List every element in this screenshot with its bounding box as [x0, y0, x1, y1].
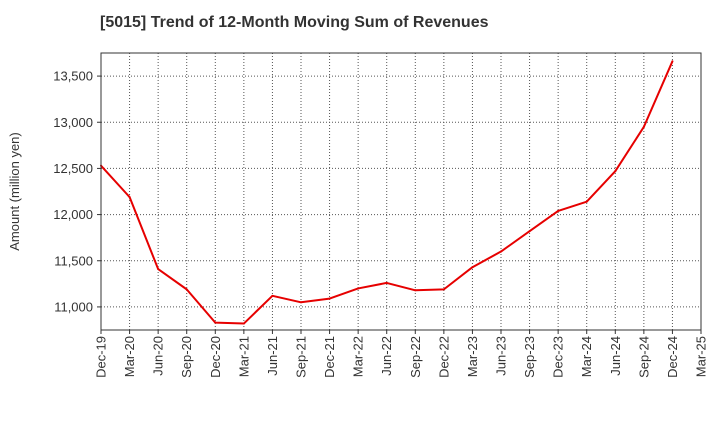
data-point [557, 209, 560, 212]
x-tick-label: Dec-20 [208, 336, 223, 378]
x-tick-label: Dec-24 [665, 336, 680, 378]
data-point [242, 322, 245, 325]
data-point [328, 297, 331, 300]
x-tick-label: Sep-23 [522, 336, 537, 378]
x-tick-label: Jun-23 [494, 336, 509, 376]
data-point [614, 170, 617, 173]
chart-title: [5015] Trend of 12-Month Moving Sum of R… [100, 14, 489, 31]
data-point [414, 289, 417, 292]
x-tick-label: Sep-21 [294, 336, 309, 378]
x-tick-label: Jun-22 [379, 336, 394, 376]
x-tick-label: Dec-22 [436, 336, 451, 378]
x-tick-label: Sep-24 [636, 336, 651, 378]
data-point [300, 301, 302, 304]
x-tick-label: Mar-22 [351, 336, 366, 377]
x-tick-label: Dec-21 [322, 336, 337, 378]
y-tick-label: 12,500 [53, 161, 93, 176]
x-axis-ticks: Dec-19 Mar-20 Jun-20 Sep-20 Dec-20 Mar-21 Jun-… [94, 330, 709, 378]
y-axis-ticks: 11,000 11,500 12,000 12,500 13,000 13,500 [53, 69, 101, 314]
data-point [157, 268, 160, 271]
data-point [671, 60, 674, 63]
x-tick-label: Mar-24 [579, 336, 594, 377]
data-point [214, 321, 217, 324]
x-tick-label: Sep-22 [408, 336, 423, 378]
y-tick-label: 13,500 [53, 69, 93, 84]
plot-area [101, 53, 701, 330]
x-tick-label: Jun-20 [151, 336, 166, 376]
x-tick-label: Mar-23 [465, 336, 480, 377]
y-axis-title: Amount (million yen) [7, 132, 22, 251]
data-point [128, 196, 131, 199]
data-point [585, 200, 588, 203]
y-tick-label: 13,000 [53, 115, 93, 130]
y-tick-label: 12,000 [53, 207, 93, 222]
data-point [185, 288, 188, 291]
x-tick-label: Mar-21 [236, 336, 251, 377]
data-point [528, 230, 531, 233]
data-point [271, 294, 274, 297]
x-tick-label: Sep-20 [179, 336, 194, 378]
data-point [500, 250, 502, 253]
x-tick-label: Mar-20 [122, 336, 137, 377]
data-point [385, 281, 388, 284]
x-tick-label: Jun-24 [608, 336, 623, 376]
plot-frame [100, 52, 702, 331]
x-tick-label: Dec-19 [94, 336, 109, 378]
y-tick-label: 11,500 [54, 253, 93, 268]
x-tick-label: Mar-25 [694, 336, 709, 377]
x-tick-label: Jun-21 [265, 336, 280, 376]
y-tick-label: 11,000 [54, 299, 93, 314]
x-tick-label: Dec-23 [551, 336, 566, 378]
data-point [442, 288, 445, 291]
data-point [471, 266, 474, 269]
data-point [357, 287, 360, 290]
data-point [642, 125, 645, 128]
